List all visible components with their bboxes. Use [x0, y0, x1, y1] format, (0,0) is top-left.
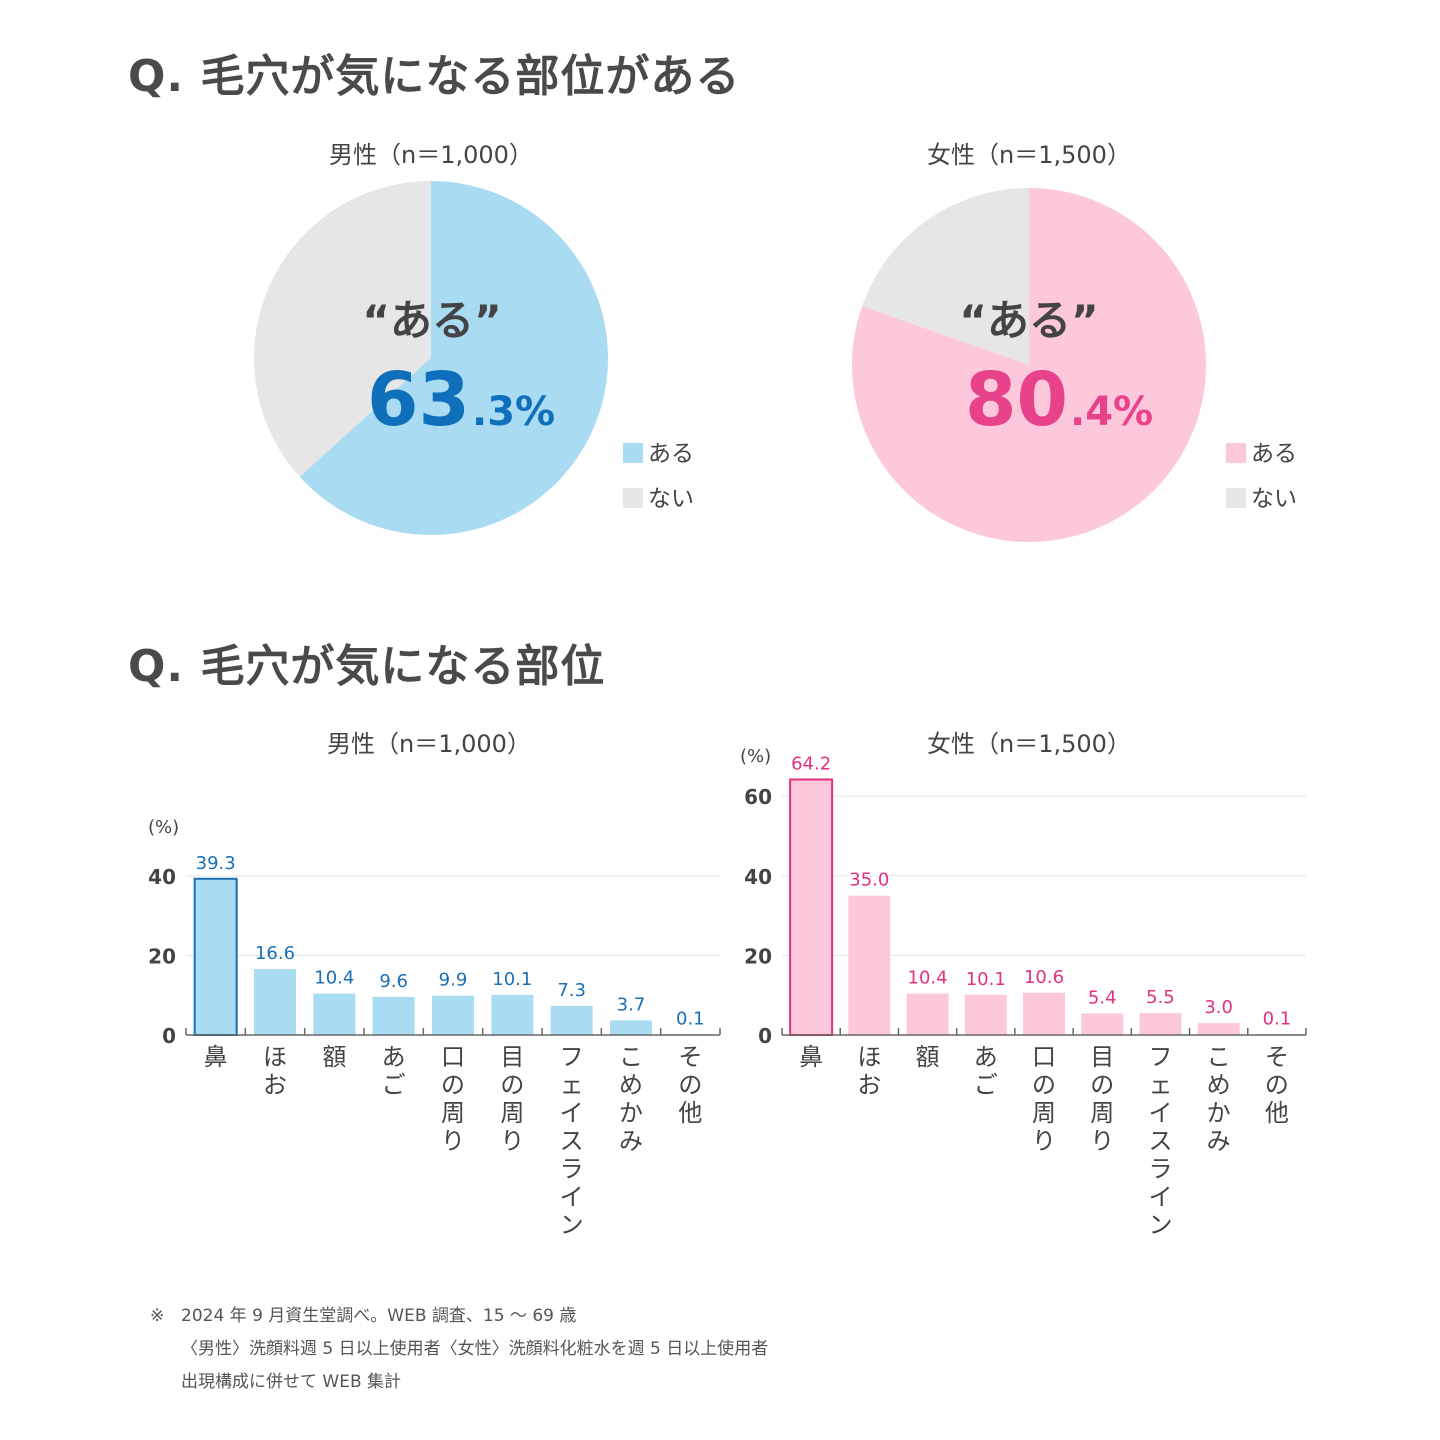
- bar-value-label: 3.7: [617, 994, 646, 1015]
- legend-swatch-male-no: [623, 488, 643, 508]
- bar-value-label: 3.0: [1204, 997, 1233, 1018]
- category-label: ほお: [857, 1043, 881, 1099]
- category-label: 鼻: [799, 1043, 823, 1071]
- pie-slice-yes: [299, 181, 609, 535]
- category-label: あご: [382, 1043, 406, 1099]
- pie-female-percent-int: 80: [965, 357, 1068, 443]
- bar-0: [789, 778, 834, 1037]
- bar-value-label: 10.4: [314, 968, 354, 989]
- bar-value-label: 9.6: [379, 971, 408, 992]
- bar-7: [610, 1020, 652, 1035]
- legend-label-male-yes: ある: [648, 441, 694, 467]
- bar-female-subtitle: 女性（n＝1,500）: [927, 730, 1131, 758]
- category-label: 額: [322, 1043, 346, 1071]
- legend-label-male-no: ない: [648, 486, 694, 512]
- pie-charts-svg: “ある” 63 .3% “ある” 80 .4% ある ない ある ない: [254, 181, 1297, 542]
- footnote-line-1: 2024 年 9 月資生堂調べ。WEB 調査、15 〜 69 歳: [181, 1306, 577, 1326]
- bar-6: [550, 1005, 593, 1035]
- category-label: 目の周り: [1090, 1043, 1114, 1155]
- pie-chart-female: [851, 188, 1206, 542]
- bar-chart-female: 0 20 40 60 64.2 鼻 35.0 ほお 10.4 額 10.1 あご 10.6 口の周り 5.4…: [744, 753, 1307, 1239]
- pie-male-quote: “ある”: [362, 296, 501, 345]
- legend-swatch-female-yes: [1226, 443, 1246, 463]
- pie-male-subtitle: 男性（n＝1,000）: [329, 141, 533, 169]
- y-tick-label: 0: [162, 1024, 176, 1048]
- bar-1: [254, 969, 296, 1035]
- pie-chart-male: [254, 181, 609, 535]
- bar-4: [1023, 992, 1065, 1035]
- bar-2: [906, 993, 949, 1035]
- pie-male-percent-int: 63: [367, 357, 470, 443]
- bar-value-label: 39.3: [196, 853, 236, 874]
- legend-swatch-female-no: [1226, 488, 1246, 508]
- bar-value-label: 16.6: [255, 943, 295, 964]
- pie-female-subtitle: 女性（n＝1,500）: [927, 141, 1131, 169]
- legend-label-female-no: ない: [1251, 486, 1297, 512]
- bar-value-label: 0.1: [1263, 1009, 1292, 1030]
- category-label: その他: [678, 1043, 702, 1127]
- y-tick-label: 40: [744, 865, 772, 889]
- category-label: フェイスライン: [560, 1043, 584, 1239]
- bar-charts-svg: (%) (%) 0 20 40 39.3 鼻 16.6 ほお 10.4 額 9.6 あご 9.9 口の周…: [148, 746, 1307, 1239]
- y-tick-label: 20: [148, 945, 176, 969]
- category-label: その他: [1265, 1043, 1289, 1127]
- pie-female-quote: “ある”: [959, 296, 1098, 345]
- category-label: 口の周り: [441, 1043, 465, 1155]
- bar-4: [432, 995, 474, 1035]
- pie-male-percent-dec: .3%: [472, 389, 555, 435]
- category-label: こめかみ: [619, 1043, 643, 1155]
- section-title-concern-areas: Q. 毛穴が気になる部位: [128, 641, 606, 692]
- section-title-has-concern: Q. 毛穴が気になる部位がある: [128, 51, 741, 102]
- footnote-line-2: 〈男性〉洗顔料週 5 日以上使用者〈女性〉洗顔料化粧水を週 5 日以上使用者: [181, 1339, 769, 1359]
- bar-value-label: 10.6: [1024, 967, 1064, 988]
- bar-male-subtitle: 男性（n＝1,000）: [327, 730, 531, 758]
- bar-value-label: 5.5: [1146, 987, 1175, 1008]
- bar-value-label: 5.4: [1088, 988, 1117, 1009]
- category-label: 鼻: [204, 1043, 228, 1071]
- bar-value-label: 35.0: [849, 870, 889, 891]
- footnote-mark: ※: [150, 1306, 165, 1326]
- bar-5: [491, 994, 534, 1035]
- legend-swatch-male-yes: [623, 443, 643, 463]
- bar-male-unit: (%): [148, 817, 179, 838]
- pie-female-percent-dec: .4%: [1070, 389, 1153, 435]
- footnote: ※ 2024 年 9 月資生堂調べ。WEB 調査、15 〜 69 歳 〈男性〉洗顔…: [150, 1300, 768, 1399]
- bar-6: [1139, 1013, 1182, 1035]
- bar-1: [848, 895, 891, 1035]
- bar-value-label: 7.3: [557, 980, 586, 1001]
- y-tick-label: 20: [744, 944, 772, 968]
- footnote-line-3: 出現構成に併せて WEB 集計: [181, 1372, 402, 1392]
- category-label: こめかみ: [1207, 1043, 1231, 1155]
- bar-value-label: 10.1: [492, 969, 532, 990]
- bar-value-label: 9.9: [439, 970, 468, 991]
- pie-slice-no: [254, 181, 431, 477]
- pie-slice-yes: [851, 188, 1206, 542]
- category-label: 口の周り: [1032, 1043, 1056, 1155]
- y-tick-label: 40: [148, 865, 176, 889]
- category-label: 目の周り: [500, 1043, 524, 1155]
- bar-3: [964, 994, 1007, 1035]
- legend-label-female-yes: ある: [1251, 441, 1297, 467]
- y-tick-label: 60: [744, 785, 772, 809]
- bar-value-label: 0.1: [676, 1009, 705, 1030]
- category-label: 額: [916, 1043, 940, 1071]
- bar-female-unit: (%): [740, 746, 771, 767]
- bar-0: [193, 877, 238, 1036]
- category-label: あご: [974, 1043, 998, 1099]
- bar-value-label: 10.4: [908, 968, 948, 989]
- category-label: フェイスライン: [1148, 1043, 1172, 1239]
- bar-2: [313, 993, 356, 1035]
- y-tick-label: 0: [758, 1024, 772, 1048]
- bar-chart-male: 0 20 40 39.3 鼻 16.6 ほお 10.4 額 9.6 あご 9.9 口の周り 10.1 目の周…: [148, 853, 721, 1239]
- bar-value-label: 10.1: [966, 969, 1006, 990]
- bar-5: [1081, 1013, 1124, 1035]
- bar-7: [1197, 1023, 1240, 1035]
- bar-3: [372, 996, 415, 1035]
- category-label: ほお: [263, 1043, 287, 1099]
- pie-slice-no: [862, 188, 1029, 365]
- bar-value-label: 64.2: [791, 753, 831, 774]
